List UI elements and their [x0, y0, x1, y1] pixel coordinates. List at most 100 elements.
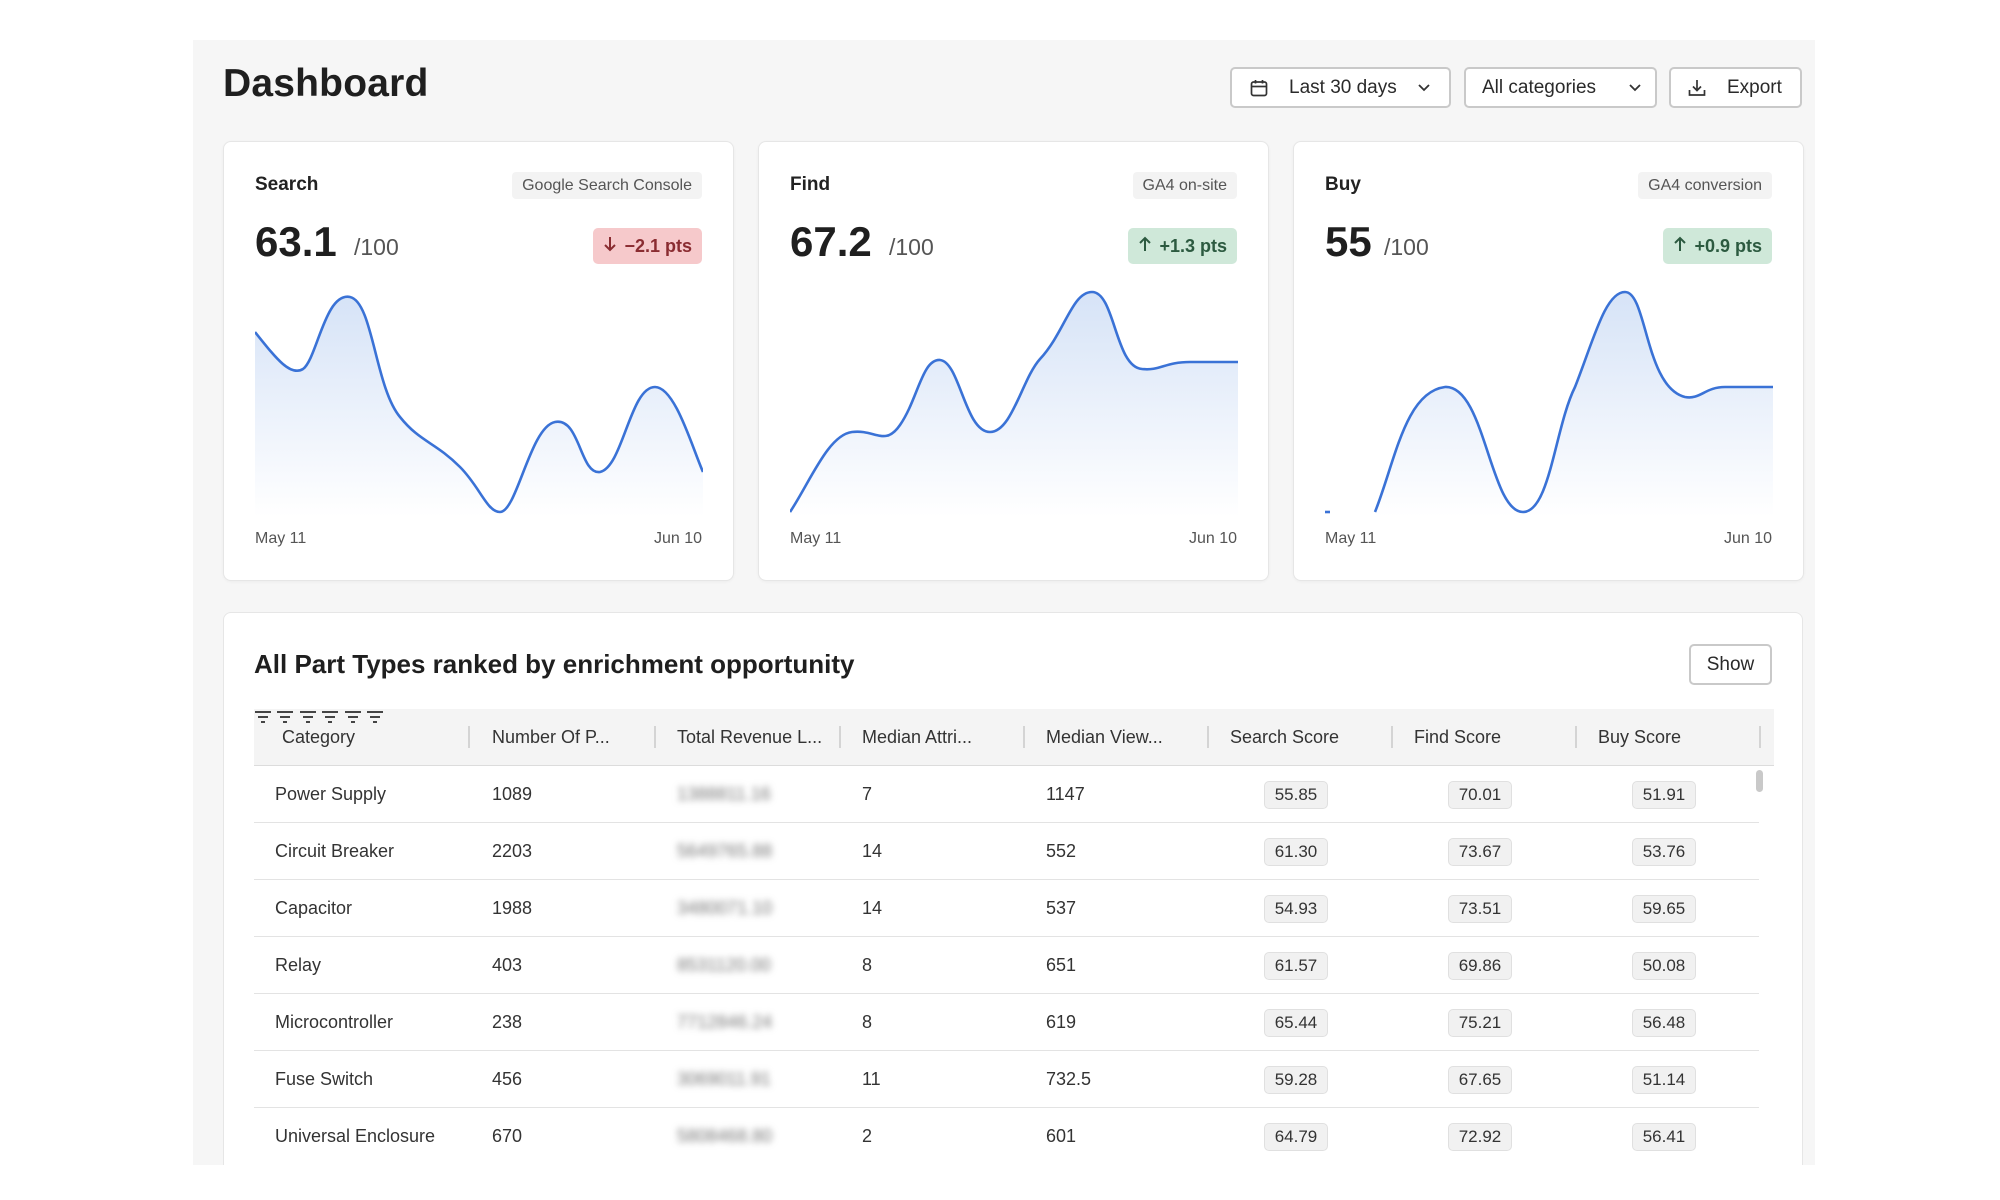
export-button[interactable]: Export [1669, 67, 1802, 108]
cell-median-views: 732.5 [1046, 1069, 1092, 1089]
table-row[interactable]: Relay 403 8531120.00 8 651 61.57 69.86 5… [254, 937, 1759, 994]
search-score-card: Search Google Search Console 63.1 /100 −… [223, 141, 734, 581]
filter-icon[interactable] [321, 711, 339, 729]
score-out-of: /100 [354, 234, 399, 260]
column-header-median-attributes[interactable]: Median Attri... [862, 727, 973, 747]
column-header-number-of-parts[interactable]: Number Of P... [492, 727, 610, 747]
cell-number-of-parts: 2203 [492, 841, 533, 861]
date-range-label: Last 30 days [1289, 76, 1397, 98]
cell-median-attributes: 7 [862, 784, 873, 804]
card-title: Buy [1325, 174, 1361, 195]
buy-score-badge: 53.76 [1632, 838, 1696, 866]
column-header-total-revenue[interactable]: Total Revenue L... [677, 727, 823, 747]
filter-icon[interactable] [344, 711, 362, 729]
export-label: Export [1727, 76, 1782, 98]
cell-category: Universal Enclosure [275, 1126, 436, 1146]
filter-icon[interactable] [299, 711, 317, 729]
cell-median-views: 601 [1046, 1126, 1077, 1146]
search-score-badge: 65.44 [1264, 1009, 1328, 1037]
cell-median-attributes: 14 [862, 898, 883, 918]
search-score-badge: 61.30 [1264, 838, 1328, 866]
date-range-dropdown[interactable]: Last 30 days [1230, 67, 1451, 108]
column-header-median-views[interactable]: Median View... [1046, 727, 1163, 747]
buy-score-badge: 59.65 [1632, 895, 1696, 923]
column-divider[interactable] [654, 726, 656, 748]
column-divider[interactable] [1391, 726, 1393, 748]
buy-score-badge: 51.14 [1632, 1066, 1696, 1094]
cell-number-of-parts: 1988 [492, 898, 533, 918]
category-dropdown[interactable]: All categories [1464, 67, 1657, 108]
table-row[interactable]: Fuse Switch 456 3069011.91 11 732.5 59.2… [254, 1051, 1759, 1108]
search-sparkline [255, 295, 703, 517]
cell-category: Capacitor [275, 898, 353, 918]
column-divider[interactable] [1759, 726, 1761, 748]
search-score-badge: 59.28 [1264, 1066, 1328, 1094]
score-value: 63.1 [255, 218, 337, 265]
table-row[interactable]: Microcontroller 238 7712846.24 8 619 65.… [254, 994, 1759, 1051]
cell-number-of-parts: 670 [492, 1126, 523, 1146]
find-score-card: Find GA4 on-site 67.2 /100 +1.3 pts May … [758, 141, 1269, 581]
find-score-badge: 75.21 [1448, 1009, 1512, 1037]
cell-total-revenue: 8531120.00 [677, 955, 771, 975]
filter-icon[interactable] [254, 711, 272, 729]
buy-score-badge: 51.91 [1632, 781, 1696, 809]
column-divider[interactable] [839, 726, 841, 748]
chevron-down-icon [1417, 83, 1431, 93]
table-scrollbar[interactable] [1756, 770, 1763, 792]
search-score-badge: 64.79 [1264, 1123, 1328, 1151]
column-header-buy-score[interactable]: Buy Score [1598, 727, 1682, 747]
cell-median-views: 619 [1046, 1012, 1077, 1032]
buy-score-badge: 50.08 [1632, 952, 1696, 980]
buy-sparkline [1325, 290, 1773, 517]
score-out-of: /100 [1384, 234, 1429, 260]
find-score-badge: 70.01 [1448, 781, 1512, 809]
column-divider[interactable] [468, 726, 470, 748]
search-score-badge: 55.85 [1264, 781, 1328, 809]
find-score-badge: 73.51 [1448, 895, 1512, 923]
cell-median-views: 537 [1046, 898, 1077, 918]
category-label: All categories [1482, 76, 1597, 98]
table-row[interactable]: Power Supply 1089 1388811.16 7 1147 55.8… [254, 766, 1759, 823]
show-button[interactable]: Show [1689, 644, 1772, 685]
ranking-panel: All Part Types ranked by enrichment oppo… [223, 612, 1803, 1165]
cell-median-attributes: 8 [862, 1012, 873, 1032]
table-title: All Part Types ranked by enrichment oppo… [254, 649, 855, 679]
cell-total-revenue: 1388811.16 [677, 784, 771, 804]
search-score-badge: 61.57 [1264, 952, 1328, 980]
cell-number-of-parts: 403 [492, 955, 523, 975]
find-sparkline [790, 290, 1238, 517]
filter-icon[interactable] [366, 711, 384, 729]
column-divider[interactable] [1207, 726, 1209, 748]
column-header-find-score[interactable]: Find Score [1414, 727, 1502, 747]
cell-category: Circuit Breaker [275, 841, 395, 861]
download-icon [1687, 78, 1707, 98]
arrow-up-icon [1673, 236, 1687, 257]
find-score-badge: 73.67 [1448, 838, 1512, 866]
table-row[interactable]: Capacitor 1988 3480071.10 14 537 54.93 7… [254, 880, 1759, 937]
cell-median-views: 552 [1046, 841, 1077, 861]
end-date: Jun 10 [1188, 530, 1237, 547]
column-header-category[interactable]: Category [282, 727, 356, 747]
card-title: Search [255, 174, 319, 195]
table-row[interactable]: Universal Enclosure 670 5808468.80 2 601… [254, 1108, 1759, 1165]
page-title: Dashboard [223, 62, 429, 105]
column-divider[interactable] [1575, 726, 1577, 748]
cell-category: Power Supply [275, 784, 387, 804]
search-score-badge: 54.93 [1264, 895, 1328, 923]
column-header-search-score[interactable]: Search Score [1230, 727, 1340, 747]
cell-total-revenue: 7712846.24 [677, 1012, 773, 1032]
cell-total-revenue: 5649765.88 [677, 841, 773, 861]
find-score-badge: 72.92 [1448, 1123, 1512, 1151]
delta-value: +1.3 pts [1159, 235, 1227, 256]
column-divider[interactable] [1023, 726, 1025, 748]
delta-value: −2.1 pts [624, 235, 692, 256]
cell-category: Fuse Switch [275, 1069, 374, 1089]
cell-number-of-parts: 456 [492, 1069, 523, 1089]
start-date: May 11 [1325, 530, 1377, 547]
score-value: 55 [1325, 218, 1372, 265]
chevron-down-icon [1628, 83, 1642, 93]
start-date: May 11 [255, 530, 307, 547]
find-score-badge: 67.65 [1448, 1066, 1512, 1094]
table-row[interactable]: Circuit Breaker 2203 5649765.88 14 552 6… [254, 823, 1759, 880]
filter-icon[interactable] [276, 711, 294, 729]
